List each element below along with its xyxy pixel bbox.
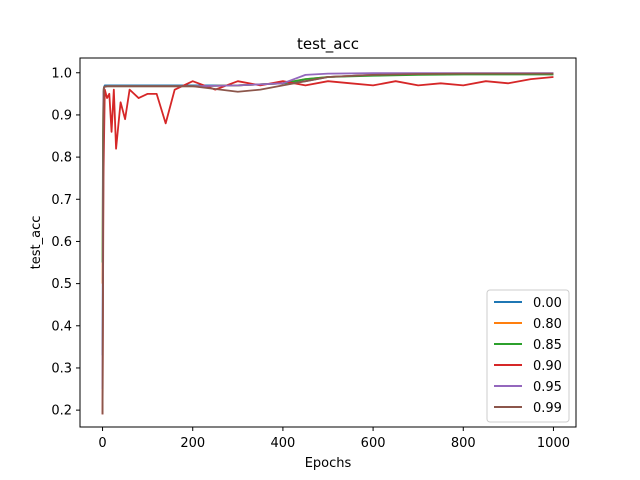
legend-label: 0.80 <box>533 317 562 332</box>
x-tick-label: 200 <box>180 436 205 451</box>
series-line-0-90 <box>101 76 554 415</box>
legend: 0.00 0.80 0.85 0.90 0.95 0.99 <box>486 289 570 423</box>
chart-title: test_acc <box>297 35 359 54</box>
y-tick-label: 0.9 <box>51 108 72 123</box>
y-tick-label: 0.4 <box>51 319 72 334</box>
y-axis: 0.2 0.3 0.4 0.5 0.6 0.7 0.8 0.9 1.0 <box>51 66 80 419</box>
legend-label: 0.95 <box>533 380 562 395</box>
y-tick-label: 0.8 <box>51 151 72 166</box>
x-tick-label: 1000 <box>537 436 570 451</box>
series-layer <box>101 72 554 415</box>
plot-area <box>79 57 577 428</box>
legend-label: 0.00 <box>533 296 562 311</box>
y-tick-label: 1.0 <box>51 66 72 81</box>
legend-label: 0.99 <box>533 401 562 416</box>
legend-label: 0.85 <box>533 338 562 353</box>
legend-label: 0.90 <box>533 359 562 374</box>
y-tick-label: 0.3 <box>51 361 72 376</box>
series-line-0-99 <box>101 72 554 415</box>
x-tick-label: 600 <box>361 436 386 451</box>
y-tick-label: 0.5 <box>51 277 72 292</box>
x-tick-label: 400 <box>270 436 295 451</box>
x-tick-label: 800 <box>451 436 476 451</box>
y-tick-label: 0.7 <box>51 193 72 208</box>
y-axis-title: test_acc <box>29 216 44 270</box>
y-tick-label: 0.6 <box>51 235 72 250</box>
plot-frame <box>79 57 577 428</box>
x-axis: 0 200 400 600 800 1000 <box>98 427 570 451</box>
x-axis-title: Epochs <box>305 456 352 471</box>
y-tick-label: 0.2 <box>51 404 72 419</box>
x-tick-label: 0 <box>98 436 106 451</box>
